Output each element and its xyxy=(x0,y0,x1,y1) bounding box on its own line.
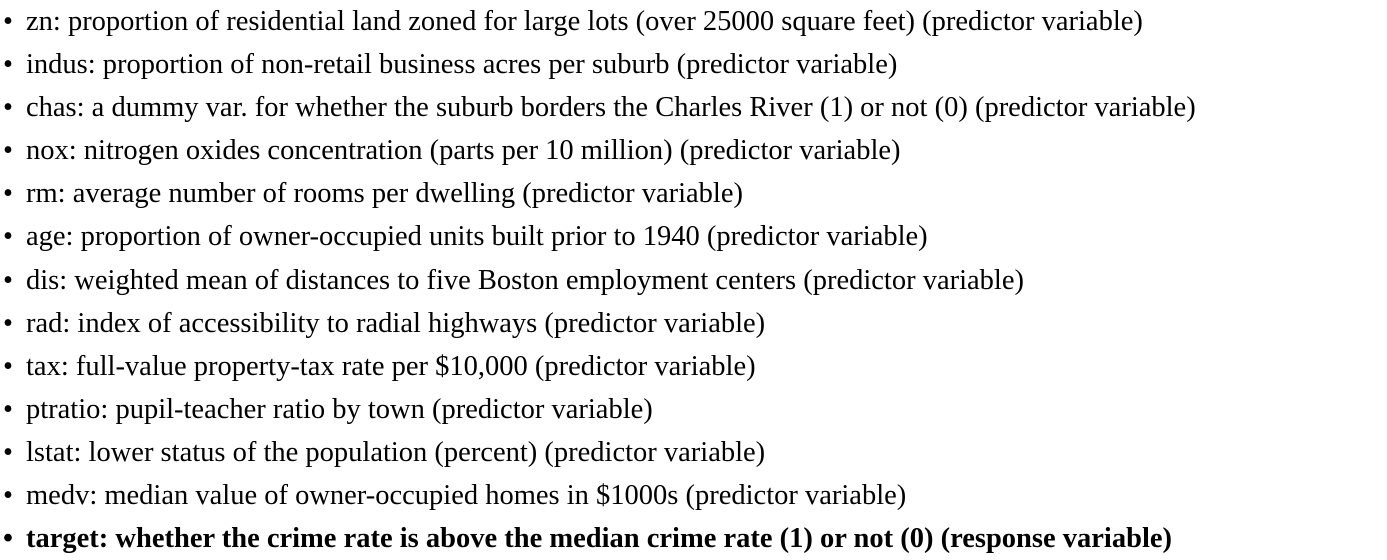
list-item-text: chas: a dummy var. for whether the subur… xyxy=(26,92,1196,124)
list-item-text: medv: median value of owner-occupied hom… xyxy=(26,480,907,512)
bullet-icon: • xyxy=(3,49,13,81)
list-item-text: rad: index of accessibility to radial hi… xyxy=(26,307,766,339)
bullet-icon: • xyxy=(3,393,13,425)
bullet-icon: • xyxy=(3,350,13,382)
list-item-chas: • chas: a dummy var. for whether the sub… xyxy=(0,86,1387,129)
list-item-text: zn: proportion of residential land zoned… xyxy=(26,6,1143,37)
bullet-icon: • xyxy=(3,178,13,210)
bullet-icon: • xyxy=(3,221,13,253)
list-item-text: ptratio: pupil-teacher ratio by town (pr… xyxy=(26,393,653,425)
list-item-nox: • nox: nitrogen oxides concentration (pa… xyxy=(0,129,1387,172)
bullet-icon: • xyxy=(3,523,13,555)
list-item-text: tax: full-value property-tax rate per $1… xyxy=(26,350,756,382)
bullet-icon: • xyxy=(3,307,13,339)
bullet-icon: • xyxy=(3,92,13,124)
bullet-icon: • xyxy=(3,480,13,512)
list-item-ptratio: • ptratio: pupil-teacher ratio by town (… xyxy=(0,388,1387,431)
list-item-text: dis: weighted mean of distances to five … xyxy=(26,264,1024,296)
bullet-icon: • xyxy=(3,6,13,37)
list-item-lstat: • lstat: lower status of the population … xyxy=(0,431,1387,474)
list-item-rm: • rm: average number of rooms per dwelli… xyxy=(0,172,1387,215)
list-item-text: indus: proportion of non-retail business… xyxy=(26,49,898,81)
list-item-zn: • zn: proportion of residential land zon… xyxy=(0,0,1387,43)
bullet-icon: • xyxy=(3,135,13,167)
list-item-age: • age: proportion of owner-occupied unit… xyxy=(0,215,1387,258)
list-item-text: lstat: lower status of the population (p… xyxy=(26,436,766,468)
bullet-icon: • xyxy=(3,264,13,296)
list-item-dis: • dis: weighted mean of distances to fiv… xyxy=(0,259,1387,302)
list-item-text: target: whether the crime rate is above … xyxy=(26,523,1172,555)
list-item-text: nox: nitrogen oxides concentration (part… xyxy=(26,135,901,167)
list-item-tax: • tax: full-value property-tax rate per … xyxy=(0,345,1387,388)
list-item-text: age: proportion of owner-occupied units … xyxy=(26,221,928,253)
list-item-text: rm: average number of rooms per dwelling… xyxy=(26,178,743,210)
bullet-icon: • xyxy=(3,436,13,468)
list-item-indus: • indus: proportion of non-retail busine… xyxy=(0,43,1387,86)
list-item-rad: • rad: index of accessibility to radial … xyxy=(0,302,1387,345)
list-item-medv: • medv: median value of owner-occupied h… xyxy=(0,474,1387,517)
list-item-target: • target: whether the crime rate is abov… xyxy=(0,517,1387,560)
